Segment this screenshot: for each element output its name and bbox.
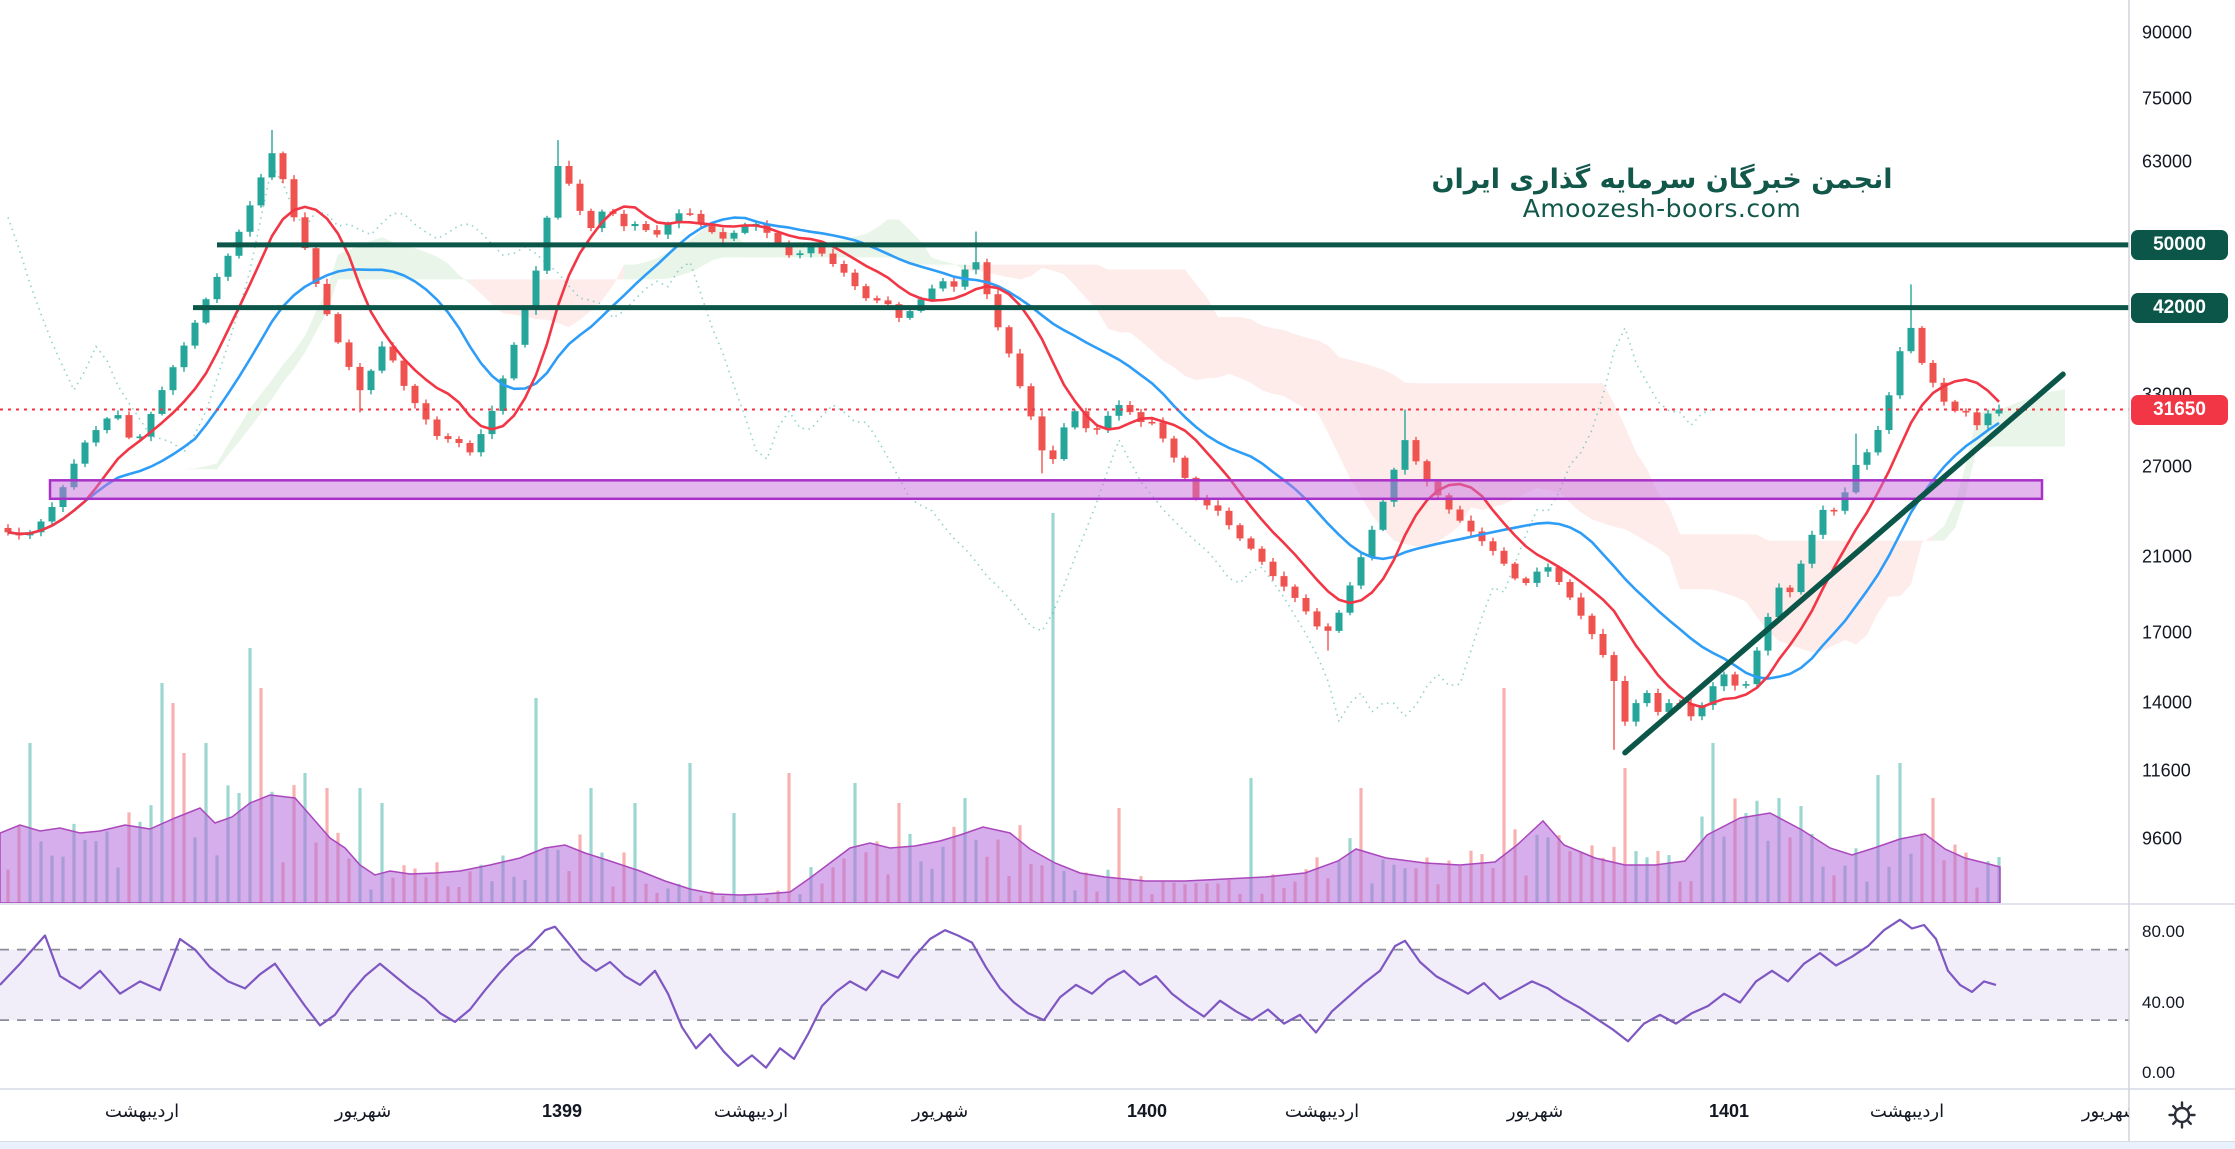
time-axis-label: شهریور [911, 1101, 969, 1122]
price-axis-label: 63000 [2142, 151, 2193, 172]
rsi-axis-label: 0.00 [2142, 1063, 2176, 1082]
bottom-loading-strip [0, 1141, 2235, 1149]
price-axis-label: 21000 [2142, 546, 2193, 567]
price-axis-label: 27000 [2142, 456, 2193, 477]
time-axis-label: 1401 [1708, 1101, 1750, 1121]
time-axis-label: 1400 [1126, 1101, 1168, 1121]
supply-zone-rectangle[interactable] [48, 479, 2044, 501]
time-axis[interactable]: اردیبهشت شهریور 1399 اردیبهشت شهریور 1400 اردی… [0, 1089, 2129, 1140]
price-axis-label: 9600 [2142, 828, 2183, 849]
time-axis-label: 1399 [541, 1101, 583, 1121]
price-axis-label: 14000 [2142, 692, 2193, 713]
time-axis-label: شهریور [1506, 1101, 1564, 1122]
rsi-axis-label: 40.00 [2142, 992, 2185, 1012]
rsi-band [0, 949, 2129, 1021]
trendline[interactable] [1622, 371, 2066, 756]
resistance-price-badge-42000[interactable]: 42000 [2131, 292, 2228, 323]
time-axis-label: شهریور [334, 1101, 392, 1122]
ma-slow-line [7, 216, 2000, 680]
candlestick-series [4, 130, 2003, 750]
ma-fast-line [7, 205, 2000, 709]
price-axis-label: 75000 [2142, 88, 2193, 109]
time-axis-label: اردیبهشت [1284, 1101, 1360, 1122]
axis-corner [2129, 1089, 2235, 1140]
volume-ma-area [0, 794, 2001, 904]
price-axis-label: 11600 [2142, 760, 2191, 781]
rsi-line [0, 918, 1997, 1069]
last-price-badge[interactable]: 31650 [2131, 394, 2228, 425]
price-axis-label: 90000 [2142, 22, 2193, 43]
resistance-price-badge-50000[interactable]: 50000 [2131, 229, 2228, 260]
settings-icon[interactable] [2166, 1099, 2198, 1131]
price-axis-label: 17000 [2142, 622, 2193, 643]
ichimoku-cloud [74, 219, 2065, 653]
time-axis-label: اردیبهشت [1869, 1101, 1945, 1122]
time-axis-label: اردیبهشت [713, 1101, 789, 1122]
rsi-axis-label: 80.00 [2142, 922, 2185, 941]
time-axis-label: اردیبهشت [104, 1101, 180, 1122]
time-axis-label: شهریور [2081, 1101, 2129, 1122]
